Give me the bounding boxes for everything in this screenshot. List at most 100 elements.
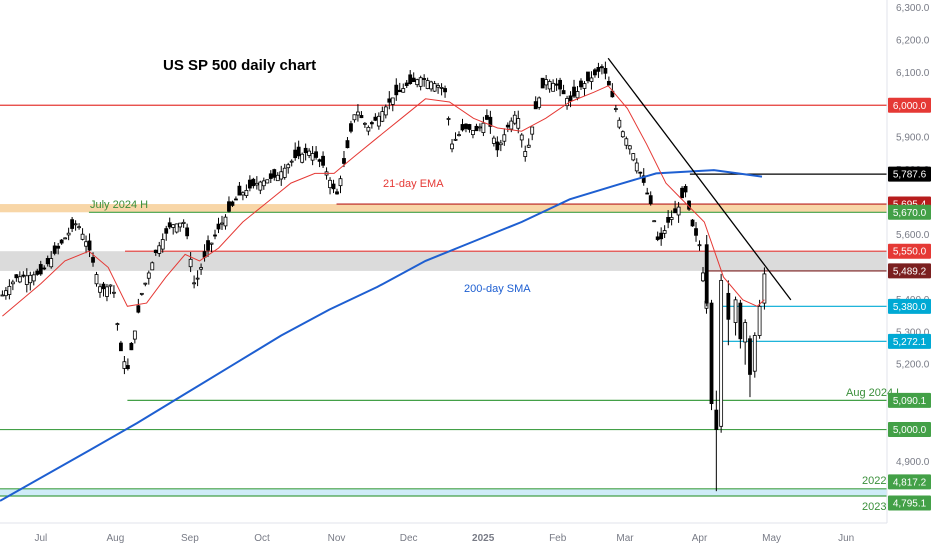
- candle-body: [132, 330, 137, 340]
- candle-body: [523, 151, 528, 157]
- candle-body: [185, 227, 190, 237]
- candle-body: [91, 257, 95, 263]
- candle-body: [627, 145, 632, 150]
- annotation-21-day-ema: 21-day EMA: [383, 178, 444, 190]
- candle-body: [634, 162, 639, 172]
- candle-body: [464, 123, 468, 129]
- candle-body: [261, 180, 266, 187]
- candle-body: [502, 134, 507, 142]
- candle-body: [554, 83, 559, 86]
- candle-body: [516, 118, 521, 129]
- candle-body: [42, 267, 47, 270]
- candle-body: [690, 219, 695, 227]
- price-badge-label: 5,090.1: [893, 396, 927, 407]
- candle-body: [352, 114, 357, 121]
- candle-body: [397, 89, 402, 93]
- candle-body: [491, 137, 496, 144]
- candle-body: [652, 220, 657, 223]
- price-badge: [888, 298, 931, 314]
- candle-body: [714, 409, 719, 430]
- candle-body: [331, 183, 336, 190]
- price-badge-label: 4,817.2: [893, 477, 927, 488]
- candle-body: [757, 305, 762, 336]
- candle-body: [645, 192, 650, 195]
- candle-body: [519, 134, 524, 141]
- candle-body: [209, 242, 214, 245]
- candle-body: [439, 86, 444, 89]
- candle-body: [572, 86, 576, 97]
- candle-body: [453, 138, 458, 141]
- candle-body: [213, 234, 217, 237]
- candle-body: [192, 282, 197, 285]
- candle-body: [586, 71, 590, 82]
- x-tick-label: Oct: [254, 533, 270, 544]
- zone-0: [0, 204, 887, 213]
- price-badge: [888, 204, 931, 220]
- candle-body: [596, 66, 601, 72]
- candle-body: [561, 90, 566, 95]
- candle-body: [108, 284, 113, 287]
- candle-body: [411, 77, 416, 83]
- candle-body: [415, 79, 420, 86]
- candle-body: [648, 195, 653, 205]
- y-tick-label: 6,200.0: [896, 35, 930, 46]
- candle-body: [282, 167, 287, 178]
- candle-body: [188, 258, 193, 268]
- candle-body: [641, 175, 646, 183]
- candle-body: [422, 78, 427, 80]
- candle-body: [429, 81, 434, 90]
- candle-body: [181, 221, 186, 224]
- candle-body: [70, 219, 75, 229]
- candle-body: [296, 146, 301, 157]
- price-badge: [888, 474, 931, 490]
- candle-body: [119, 342, 123, 352]
- candle-body: [394, 84, 399, 96]
- candle-body: [401, 88, 406, 93]
- candle-body: [743, 322, 748, 343]
- candle-body: [28, 274, 33, 284]
- candle-body: [631, 153, 636, 161]
- candle-body: [620, 131, 625, 138]
- candle-body: [617, 119, 622, 128]
- candle-body: [153, 249, 158, 254]
- x-tick-label: Jun: [838, 533, 854, 544]
- candle-body: [530, 126, 535, 135]
- candle-body: [129, 342, 134, 351]
- candle-body: [303, 147, 308, 154]
- price-badge: [888, 243, 931, 259]
- candle-body: [98, 286, 102, 293]
- candle-body: [38, 264, 43, 275]
- candle-body: [275, 174, 280, 182]
- x-tick-label: 2025: [472, 533, 495, 544]
- candle-body: [279, 171, 284, 180]
- candle-body: [223, 216, 228, 227]
- candle-body: [709, 302, 714, 405]
- trendline: [607, 57, 792, 301]
- candle-body: [457, 134, 461, 137]
- candle-body: [436, 85, 440, 88]
- price-badge: [888, 495, 931, 511]
- candle-body: [694, 228, 698, 236]
- candle-body: [704, 244, 709, 304]
- x-tick-label: May: [762, 533, 781, 544]
- candle-body: [356, 111, 360, 116]
- candle-body: [174, 223, 179, 233]
- candle-body: [227, 201, 231, 212]
- price-badge: [888, 422, 931, 438]
- candle-body: [146, 272, 151, 279]
- candle-body: [49, 258, 54, 268]
- candle-body: [286, 164, 291, 169]
- candle-body: [349, 123, 353, 132]
- candle-body: [380, 111, 385, 122]
- candle-body: [247, 179, 252, 189]
- candle-body: [748, 338, 752, 375]
- candle-body: [321, 155, 325, 166]
- candle-body: [603, 67, 608, 74]
- price-zones: [0, 204, 887, 496]
- price-badges: 6,000.05,787.65,695.45,670.05,550.05,489…: [888, 97, 931, 511]
- candle-body: [24, 275, 29, 285]
- candle-body: [335, 191, 339, 195]
- candle-body: [369, 122, 374, 125]
- time-axis-ticks: Jul Aug Sep Oct Nov Dec 2025 Feb Mar Apr May Jun: [34, 533, 854, 544]
